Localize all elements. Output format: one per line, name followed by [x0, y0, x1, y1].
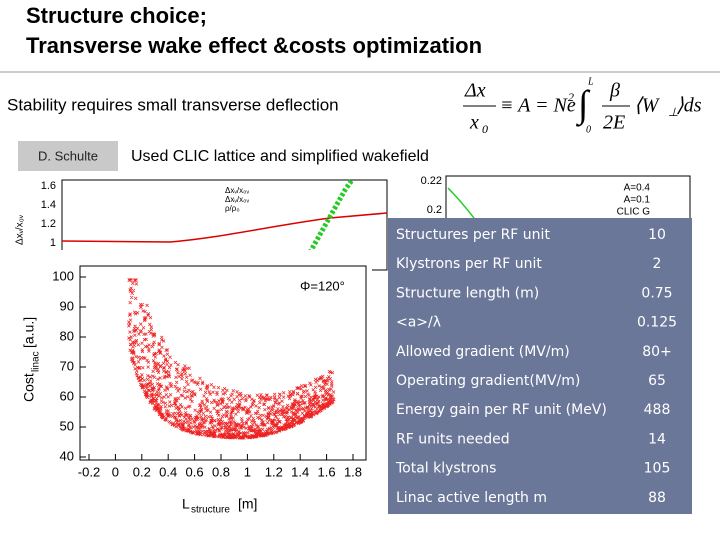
table-label: <a>/λ — [396, 315, 441, 331]
y-tick-label: 80 — [60, 328, 74, 343]
y-tick-label: 100 — [52, 268, 74, 283]
y-tick-label: 40 — [60, 448, 74, 463]
author: D. Schulte — [38, 148, 98, 163]
table-value: 488 — [644, 402, 671, 418]
table-value: 65 — [648, 373, 666, 389]
x-label-sub: structure — [191, 505, 230, 516]
y-label-main: Cost — [21, 373, 37, 402]
y-tick-label: 1 — [50, 237, 56, 249]
x-tick-label: 0.6 — [186, 464, 204, 479]
x-tick-label: 0.8 — [212, 464, 230, 479]
table-value: 2 — [653, 256, 662, 272]
table-value: 88 — [648, 490, 666, 506]
title: Structure choice; — [26, 3, 207, 28]
y-tick-label: 90 — [60, 298, 74, 313]
table-value: 105 — [644, 461, 671, 477]
table-label: Structures per RF unit — [396, 227, 550, 243]
eq-exp: 2 — [568, 90, 574, 104]
x-tick-label: 1.8 — [344, 464, 362, 479]
table-value: 10 — [648, 227, 666, 243]
table-value: 14 — [648, 431, 666, 447]
x-label-main: L — [182, 496, 190, 512]
y-label: Δxᵥ/x₀ᵥ — [15, 214, 26, 245]
table-label: Allowed gradient (MV/m) — [396, 344, 570, 360]
table: Structures per RF unit 10 Klystrons per RF… — [395, 227, 677, 506]
x-tick-label: 0.2 — [133, 464, 151, 479]
eq-fnum: β — [609, 80, 620, 102]
eq-fden: 2E — [603, 112, 625, 134]
eq-w: ⟨W — [634, 95, 661, 117]
x-tick-label: 1.2 — [265, 464, 283, 479]
annotation: Φ=120° — [300, 278, 345, 293]
table-label: Total klystrons — [395, 461, 496, 477]
y-label-unit: [a.u.] — [21, 317, 37, 348]
eq-int: ∫ — [576, 84, 591, 128]
eq-den: x — [469, 112, 479, 134]
legend-label: Δxᵥ/x₀ᵥ — [225, 186, 249, 195]
y-tick-label: 1.2 — [41, 218, 56, 230]
cost-plot: Φ=120° Cost linac [a.u.] L structure [m]… — [21, 265, 367, 516]
eq-mid: ≡ A = Ne — [500, 95, 576, 117]
eq-wsub: ⊥ — [668, 105, 678, 119]
eq-upper: L — [587, 76, 594, 87]
x-tick-label: 0.4 — [159, 464, 177, 479]
y-label: Cost linac [a.u.] — [21, 317, 42, 402]
legend-label: CLIC G — [617, 207, 651, 218]
table-label: Linac active length m — [396, 490, 547, 506]
y-tick-label: 1.6 — [41, 180, 56, 192]
curve — [297, 178, 355, 272]
table-label: Operating gradient(MV/m) — [396, 373, 580, 389]
legend-label: A=0.4 — [624, 183, 651, 194]
table-label: Klystrons per RF unit — [396, 256, 542, 272]
equation: Δx x 0 ≡ A = Ne 2 L ∫ 0 β 2E ⟨W ⊥ ⟩ds — [463, 76, 702, 136]
title: Transverse wake effect &costs optimizati… — [26, 33, 482, 58]
y-tick-label: 50 — [60, 418, 74, 433]
author-box — [18, 141, 118, 171]
y-tick-label: 1.4 — [41, 199, 56, 211]
x-tick-label: 1 — [244, 464, 251, 479]
curve — [61, 212, 388, 243]
statement: Stability requires small transverse defl… — [7, 95, 339, 114]
y-label-sub: linac — [31, 351, 42, 372]
legend-label: ρ/ρ₀ — [225, 204, 240, 213]
y-tick-label: 70 — [60, 358, 74, 373]
y-tick-label: 0.22 — [421, 175, 442, 187]
y-tick-label: 60 — [60, 388, 74, 403]
y-tick-label: 0.2 — [427, 204, 442, 216]
x-label-unit: [m] — [238, 496, 257, 512]
note: Used CLIC lattice and simplified wakefie… — [131, 148, 429, 165]
table-value: 80+ — [642, 344, 672, 360]
x-tick-label: 0 — [112, 464, 119, 479]
table-value: 0.75 — [641, 285, 672, 301]
scatter-cloud — [127, 278, 336, 440]
eq-num: Δx — [464, 80, 486, 102]
frame — [79, 265, 367, 461]
legend-label: Δxᵥ/x₀ᵥ — [225, 195, 249, 204]
table-label: Energy gain per RF unit (MeV) — [396, 402, 607, 418]
table-label: RF units needed — [396, 431, 510, 447]
x-tick-label: -0.2 — [78, 464, 100, 479]
x-tick-label: 1.6 — [318, 464, 336, 479]
legend-label: A=0.1 — [624, 195, 651, 206]
eq-tail: ⟩ds — [676, 95, 702, 117]
table-bg — [388, 218, 692, 514]
table-label: Structure length (m) — [396, 285, 539, 301]
eq-sub: 0 — [482, 122, 488, 136]
x-tick-label: 1.4 — [291, 464, 309, 479]
table-value: 0.125 — [637, 315, 677, 331]
eq-lower: 0 — [586, 124, 591, 135]
